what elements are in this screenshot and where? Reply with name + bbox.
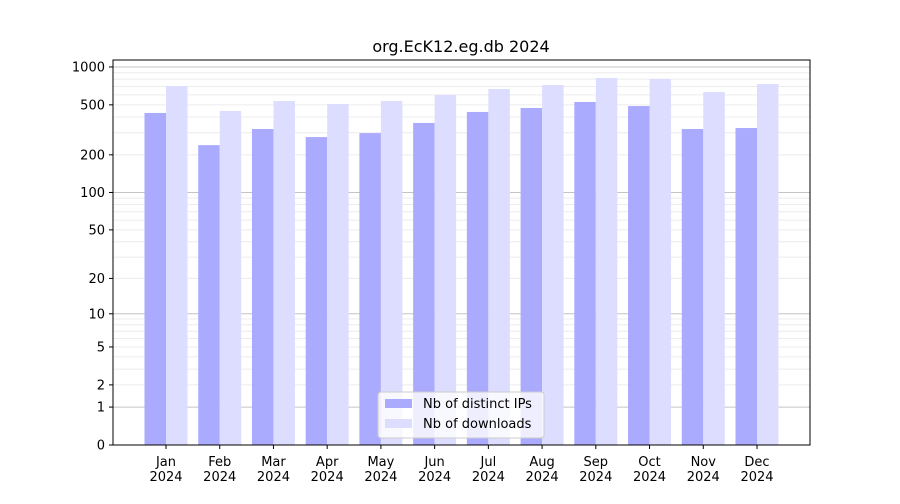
x-tick-label: 2024 — [472, 470, 505, 485]
bar-distinct-ips — [574, 101, 596, 445]
y-tick-label: 100 — [80, 186, 105, 201]
x-tick-label: Oct — [638, 455, 660, 470]
x-tick-label: 2024 — [633, 470, 666, 485]
x-tick-label: Jul — [480, 455, 497, 470]
bar-distinct-ips — [359, 133, 381, 445]
x-tick-label: Sep — [584, 455, 609, 470]
x-tick-label: 2024 — [418, 470, 451, 485]
x-tick-label: May — [367, 455, 394, 470]
bar-downloads — [757, 84, 779, 445]
x-tick-label: 2024 — [311, 470, 344, 485]
bar-distinct-ips — [466, 111, 489, 445]
bar-downloads — [649, 78, 672, 446]
x-tick-label: 2024 — [579, 470, 612, 485]
bar-distinct-ips — [520, 107, 543, 445]
x-tick-label: Aug — [529, 455, 554, 470]
x-tick-label: Apr — [316, 455, 339, 470]
y-tick-label: 5 — [97, 340, 105, 355]
y-tick-label: 200 — [80, 148, 105, 163]
x-tick-label: Jan — [155, 455, 176, 470]
bar-downloads — [703, 91, 725, 446]
y-tick-label: 0 — [97, 439, 105, 454]
bar-distinct-ips — [681, 129, 704, 445]
x-tick-label: Feb — [208, 455, 231, 470]
legend-label: Nb of distinct IPs — [423, 397, 532, 412]
x-tick-label: Dec — [744, 455, 769, 470]
bar-downloads — [166, 85, 188, 446]
y-tick-label: 50 — [88, 223, 105, 238]
bar-downloads — [273, 101, 295, 446]
bar-downloads — [380, 101, 403, 446]
bar-downloads — [595, 77, 618, 446]
bar-distinct-ips — [251, 129, 274, 445]
x-tick-label: 2024 — [687, 470, 720, 485]
bar-distinct-ips — [198, 145, 220, 445]
y-tick-label: 500 — [80, 98, 105, 113]
x-tick-label: Jun — [423, 455, 444, 470]
x-tick-label: 2024 — [364, 470, 397, 485]
bar-downloads — [327, 103, 349, 445]
x-tick-label: 2024 — [257, 470, 290, 485]
bar-distinct-ips — [305, 137, 328, 446]
bar-downloads — [434, 94, 457, 446]
plot-frame — [112, 59, 811, 446]
bar-distinct-ips — [144, 112, 166, 445]
legend-swatch — [385, 399, 412, 408]
y-tick-label: 20 — [88, 272, 105, 287]
x-tick-label: 2024 — [740, 470, 773, 485]
bar-downloads — [488, 89, 510, 446]
bar-downloads — [542, 85, 564, 445]
y-tick-label: 1 — [97, 401, 105, 416]
chart-title: org.EcK12.eg.db 2024 — [372, 37, 549, 56]
legend-swatch — [385, 419, 412, 428]
x-tick-label: Mar — [261, 455, 286, 470]
y-tick-label: 1000 — [72, 60, 105, 75]
bar-distinct-ips — [413, 122, 435, 445]
x-tick-label: 2024 — [526, 470, 559, 485]
x-tick-label: Nov — [691, 455, 717, 470]
bar-distinct-ips — [735, 128, 757, 445]
bar-downloads — [219, 110, 242, 446]
legend-label: Nb of downloads — [423, 417, 532, 432]
bar-distinct-ips — [628, 106, 650, 446]
y-tick-label: 2 — [97, 378, 105, 393]
x-tick-label: 2024 — [203, 470, 236, 485]
y-tick-label: 10 — [88, 307, 105, 322]
x-tick-label: 2024 — [149, 470, 182, 485]
legend-box — [377, 391, 545, 439]
